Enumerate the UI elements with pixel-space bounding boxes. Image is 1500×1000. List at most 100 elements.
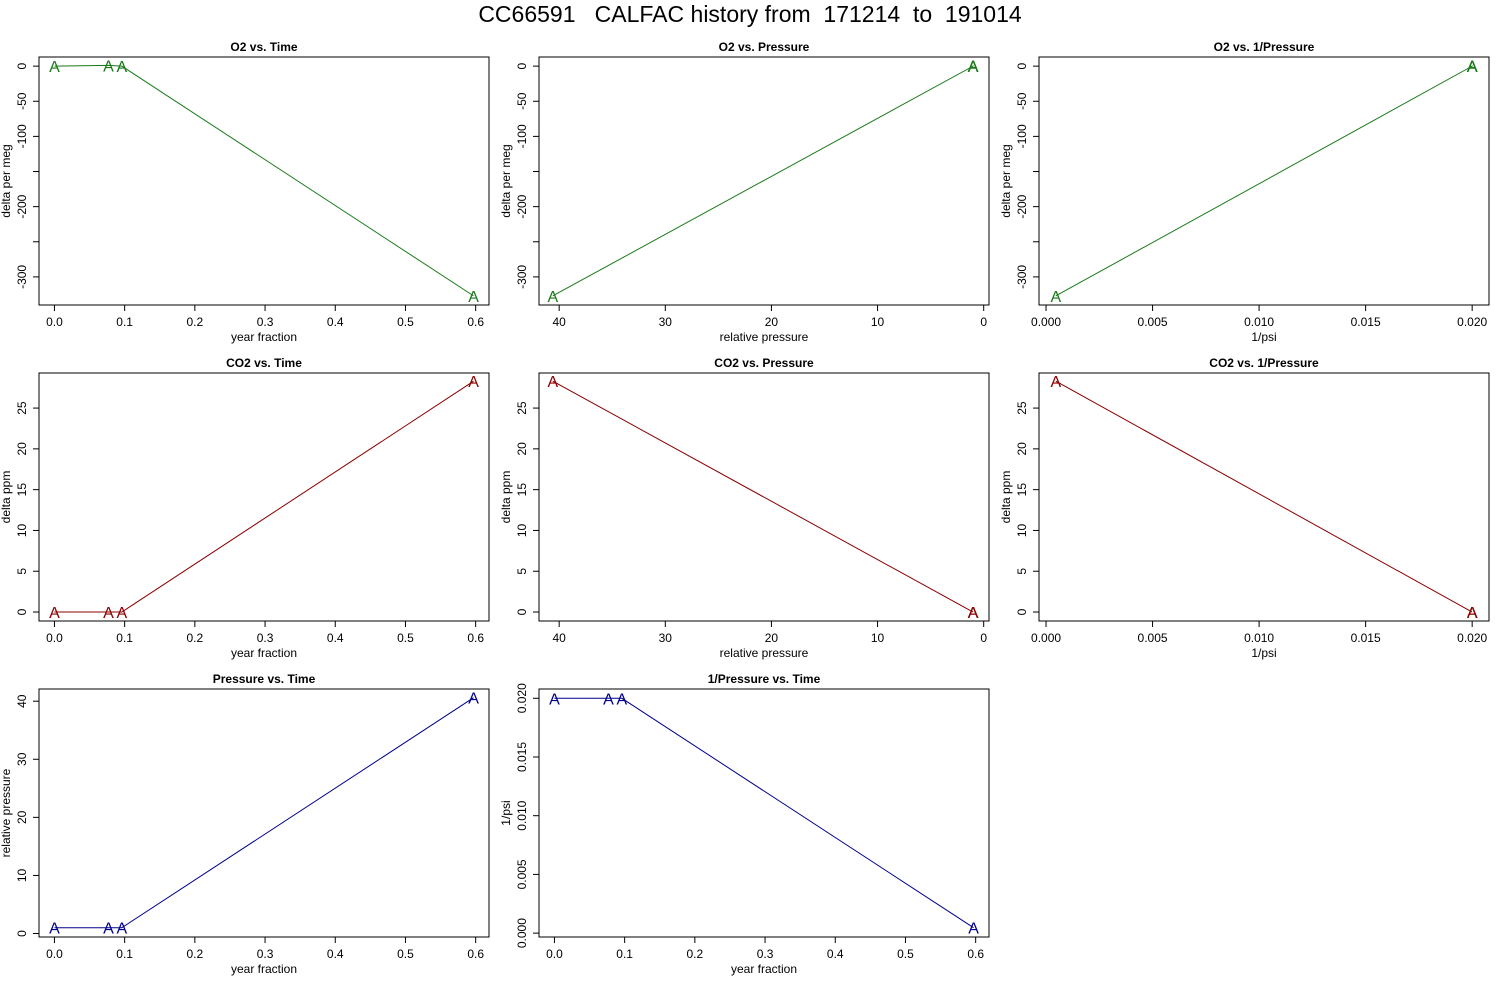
x-axis-label: year fraction <box>731 962 797 976</box>
y-tick-label: 0.015 <box>515 742 529 772</box>
y-tick-label: 5 <box>515 568 529 575</box>
data-point: A <box>617 691 628 708</box>
data-point: A <box>968 605 979 622</box>
x-tick-label: 0.3 <box>257 631 274 645</box>
data-point: A <box>1467 605 1478 622</box>
plot-frame <box>538 688 990 938</box>
data-point: A <box>103 605 114 622</box>
data-point: A <box>117 605 128 622</box>
data-point: A <box>1467 605 1478 622</box>
y-tick-label: 20 <box>515 442 529 456</box>
y-axis-label: 1/psi <box>499 800 513 825</box>
x-tick-label: 0.015 <box>1351 631 1381 645</box>
x-tick-label: 0.4 <box>327 315 344 329</box>
x-tick-label: 0.4 <box>327 947 344 961</box>
data-point: A <box>468 374 479 391</box>
y-tick-label: -300 <box>1015 265 1029 289</box>
x-tick-label: 40 <box>552 315 566 329</box>
x-tick-label: 0 <box>980 631 987 645</box>
x-axis-label: year fraction <box>231 646 297 660</box>
data-point: A <box>547 374 558 391</box>
data-point: A <box>549 691 560 708</box>
x-tick-label: 0.3 <box>257 315 274 329</box>
y-tick-label: -50 <box>515 92 529 110</box>
y-tick-label: -100 <box>515 124 529 148</box>
y-tick-label: 10 <box>15 523 29 537</box>
x-axis-label: year fraction <box>231 962 297 976</box>
y-tick-label: 0 <box>1015 608 1029 615</box>
x-tick-label: 0.2 <box>687 947 704 961</box>
y-tick-label: 10 <box>515 523 529 537</box>
x-tick-label: 0.000 <box>1031 315 1061 329</box>
series-line <box>1055 65 1473 297</box>
data-point: A <box>603 691 614 708</box>
plot-frame <box>1038 56 1490 306</box>
x-tick-label: 0.010 <box>1244 631 1274 645</box>
y-tick-label: 10 <box>15 868 29 882</box>
y-axis-label: delta per meg <box>0 144 13 217</box>
x-tick-label: 0.5 <box>397 947 414 961</box>
x-tick-label: 0.4 <box>827 947 844 961</box>
x-tick-label: 0.2 <box>187 631 204 645</box>
data-point: A <box>1467 58 1478 75</box>
x-tick-label: 0.020 <box>1457 315 1487 329</box>
y-tick-label: 0 <box>1015 62 1029 69</box>
chart-title: O2 vs. 1/Pressure <box>1214 40 1315 54</box>
chart-panel-6: CO2 vs. 1/Pressure 0.000 0.005 0.010 0.015 0.… <box>999 356 1490 660</box>
series-line <box>1055 380 1473 613</box>
y-axis-label: delta ppm <box>499 471 513 524</box>
y-tick-label: -300 <box>515 265 529 289</box>
y-tick-label: 0 <box>15 930 29 937</box>
y-axis-label: delta per meg <box>999 144 1013 217</box>
x-tick-label: 0.0 <box>46 947 63 961</box>
plot-frame <box>38 372 490 622</box>
figure-title: CC66591 CALFAC history from 171214 to 19… <box>478 1 1022 27</box>
chart-panel-7: Pressure vs. Time 0.0 0.1 0.2 0.3 0.4 0.5 0.6 ye… <box>0 672 490 976</box>
x-tick-label: 0.1 <box>116 631 133 645</box>
chart-panel-3: O2 vs. 1/Pressure 0.000 0.005 0.010 0.015 0.0… <box>999 40 1490 344</box>
series-line <box>54 697 474 929</box>
y-tick-label: -200 <box>1015 194 1029 218</box>
x-tick-label: 0.5 <box>897 947 914 961</box>
y-tick-label: -200 <box>15 194 29 218</box>
data-point: A <box>103 58 114 75</box>
chart-title: CO2 vs. Pressure <box>714 356 814 370</box>
y-axis-label: relative pressure <box>0 768 13 857</box>
y-tick-label: 0.010 <box>515 800 529 830</box>
data-point: A <box>968 605 979 622</box>
data-point: A <box>968 59 979 76</box>
y-tick-label: -50 <box>15 92 29 110</box>
chart-title: Pressure vs. Time <box>213 672 316 686</box>
x-tick-label: 0.5 <box>397 315 414 329</box>
x-tick-label: 0.0 <box>46 631 63 645</box>
data-point: A <box>968 921 979 938</box>
data-point: A <box>968 605 979 622</box>
y-tick-label: 0 <box>515 608 529 615</box>
x-axis-label: 1/psi <box>1251 330 1276 344</box>
chart-panel-2: O2 vs. Pressure 40 30 20 10 0 relative pressur… <box>499 40 990 344</box>
x-tick-label: 0.000 <box>1031 631 1061 645</box>
x-tick-label: 30 <box>659 315 673 329</box>
x-axis-label: 1/psi <box>1251 646 1276 660</box>
y-axis-label: delta per meg <box>499 144 513 217</box>
data-point: A <box>468 691 479 708</box>
data-point: A <box>49 605 60 622</box>
x-axis-label: relative pressure <box>720 330 809 344</box>
y-tick-label: -200 <box>515 194 529 218</box>
y-tick-label: 10 <box>1015 523 1029 537</box>
data-point: A <box>1050 289 1061 306</box>
plot-frame <box>538 56 990 306</box>
data-point: A <box>49 59 60 76</box>
chart-panel-5: CO2 vs. Pressure 40 30 20 10 0 relative pressu… <box>499 356 990 660</box>
y-tick-label: 0.000 <box>515 918 529 948</box>
y-tick-label: 20 <box>15 442 29 456</box>
chart-title: O2 vs. Pressure <box>719 40 810 54</box>
y-tick-label: 20 <box>1015 442 1029 456</box>
x-tick-label: 0.6 <box>467 631 484 645</box>
data-point: A <box>117 59 128 76</box>
y-tick-label: 0 <box>515 62 529 69</box>
data-point: A <box>1467 605 1478 622</box>
y-tick-label: 0 <box>15 62 29 69</box>
data-point: A <box>103 921 114 938</box>
